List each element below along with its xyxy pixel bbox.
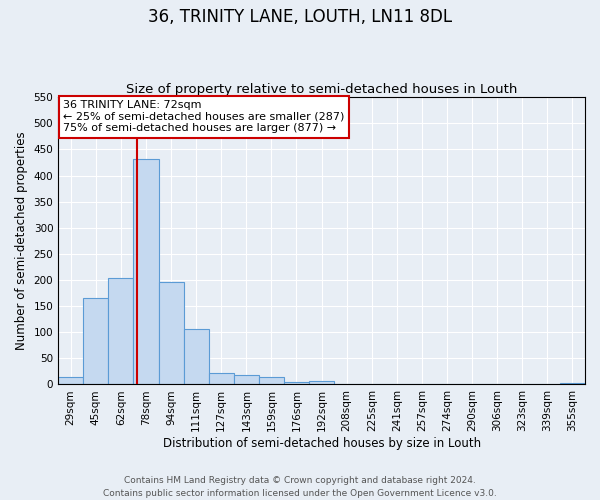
Bar <box>158 282 184 385</box>
Bar <box>109 278 133 384</box>
Title: Size of property relative to semi-detached houses in Louth: Size of property relative to semi-detach… <box>126 83 517 96</box>
X-axis label: Distribution of semi-detached houses by size in Louth: Distribution of semi-detached houses by … <box>163 437 481 450</box>
Y-axis label: Number of semi-detached properties: Number of semi-detached properties <box>15 132 28 350</box>
Bar <box>133 159 158 384</box>
Bar <box>184 328 209 384</box>
Text: 36, TRINITY LANE, LOUTH, LN11 8DL: 36, TRINITY LANE, LOUTH, LN11 8DL <box>148 8 452 26</box>
Bar <box>309 382 334 384</box>
Bar <box>259 376 284 384</box>
Text: Contains HM Land Registry data © Crown copyright and database right 2024.
Contai: Contains HM Land Registry data © Crown c… <box>103 476 497 498</box>
Bar <box>234 375 259 384</box>
Bar <box>58 377 83 384</box>
Bar <box>209 373 234 384</box>
Bar <box>284 382 309 384</box>
Bar <box>560 383 585 384</box>
Text: 36 TRINITY LANE: 72sqm
← 25% of semi-detached houses are smaller (287)
75% of se: 36 TRINITY LANE: 72sqm ← 25% of semi-det… <box>64 100 345 133</box>
Bar <box>83 298 109 384</box>
